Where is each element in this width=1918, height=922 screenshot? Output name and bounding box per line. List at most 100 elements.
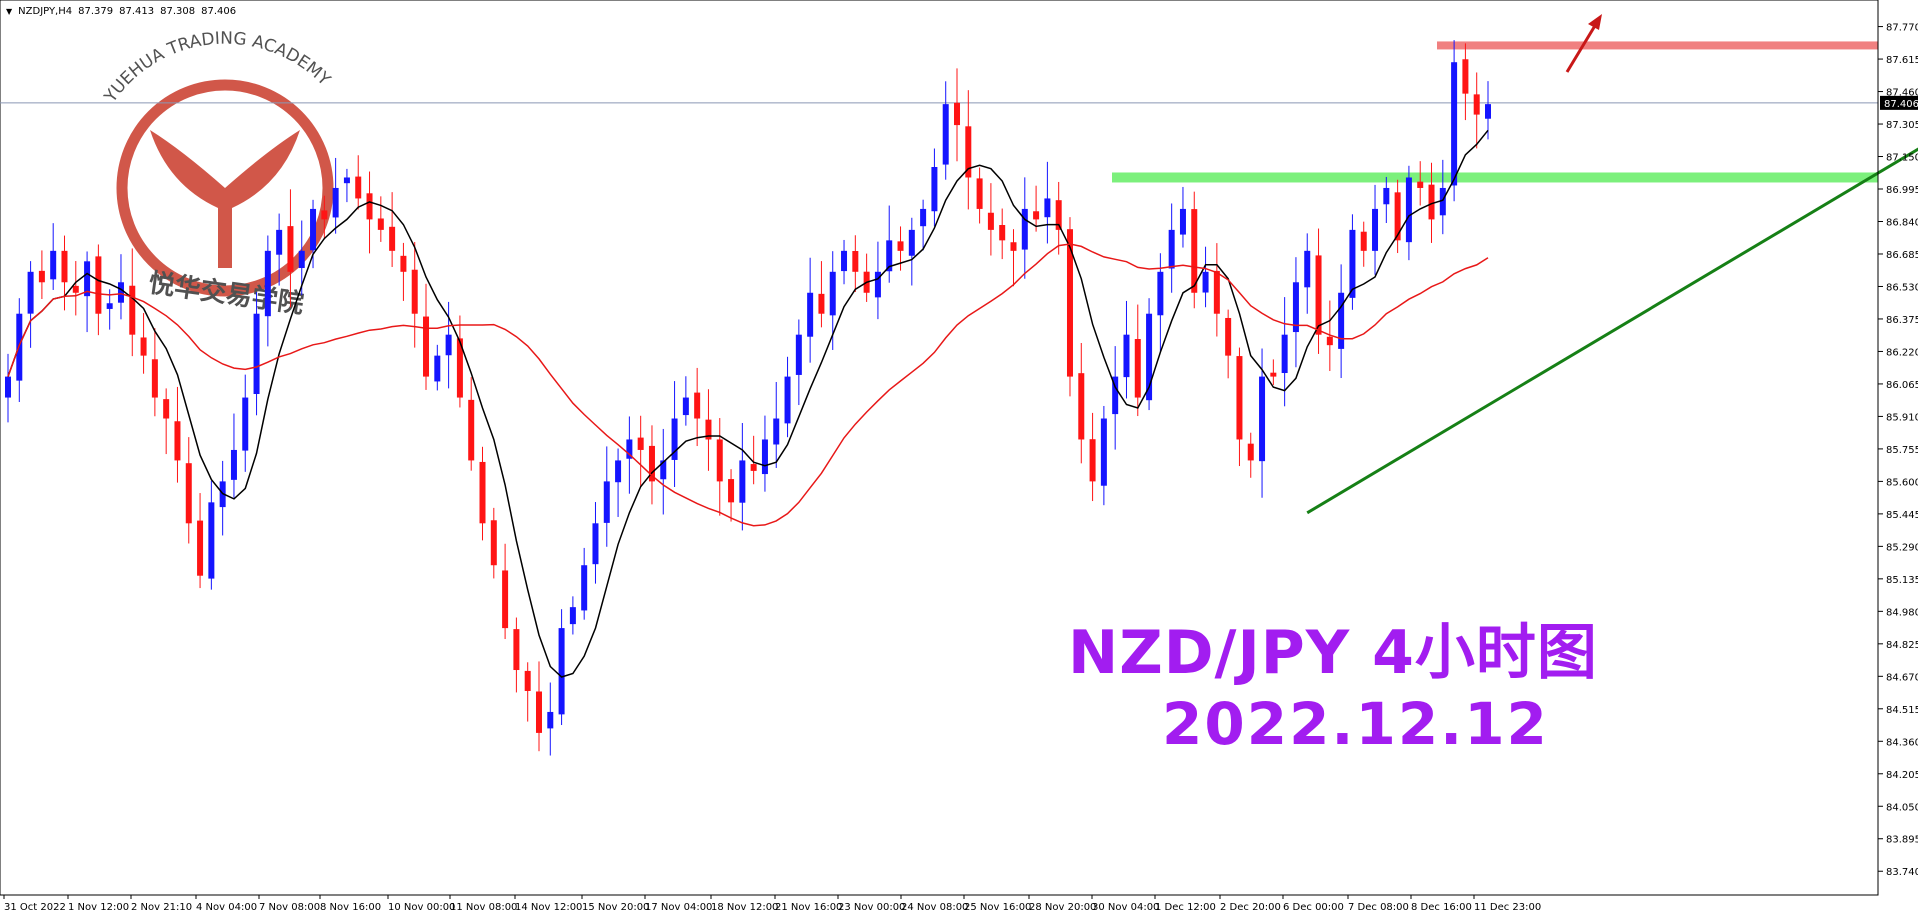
bullish-arrow-icon [1588, 14, 1602, 30]
candle-body [1112, 376, 1119, 415]
candle-body [569, 607, 576, 625]
candle-body [1010, 242, 1017, 251]
dropdown-triangle-icon[interactable]: ▼ [6, 7, 13, 16]
candle-body [841, 250, 848, 272]
logo-ring [116, 79, 334, 297]
candle-body [1168, 229, 1175, 269]
candle-body [750, 464, 757, 471]
candle-body [954, 102, 961, 126]
candle-body [1078, 373, 1085, 440]
price-tick-label: 83.740 [1886, 867, 1918, 878]
candle-body [1485, 104, 1491, 119]
candle-body [626, 439, 633, 459]
candle-body [535, 691, 542, 733]
candle-body [174, 421, 181, 461]
time-tick-label: 2 Nov 21:10 [131, 902, 192, 913]
candle-body [999, 225, 1006, 241]
candle-body [1349, 229, 1356, 298]
candle-body [976, 178, 983, 209]
candle-body [84, 261, 91, 297]
uptrend-line [1306, 147, 1918, 515]
candle-body [151, 359, 158, 398]
time-axis[interactable]: 31 Oct 2022 1 Nov 12:00 2 Nov 21:10 4 Nov 0… [0, 894, 1878, 913]
candle-body [1292, 282, 1299, 333]
time-tick-label: 30 Nov 04:00 [1092, 902, 1159, 913]
price-tick-label: 84.360 [1886, 737, 1918, 748]
moving-averages [7, 129, 1489, 678]
symbol-label: NZDJPY,H4 [18, 6, 73, 17]
price-tick-label: 86.530 [1886, 282, 1918, 293]
candle-body [197, 520, 204, 576]
candle-body [456, 338, 463, 398]
candle-body [603, 481, 610, 523]
time-tick-label: 7 Dec 08:00 [1348, 902, 1409, 913]
time-tick-label: 25 Nov 16:00 [964, 902, 1031, 913]
candle-body [1451, 62, 1458, 186]
candle-body [671, 418, 678, 460]
candle-body [513, 629, 520, 671]
candle-body [95, 256, 102, 314]
price-tick-label: 83.895 [1886, 835, 1918, 846]
candle-body [1259, 376, 1266, 462]
time-tick-label: 4 Nov 04:00 [196, 902, 257, 913]
chart-overlay-title: NZD/JPY 4小时图 [1068, 618, 1598, 688]
candle-body [1191, 209, 1198, 293]
candle-body [343, 177, 350, 184]
resistance-zone [1437, 41, 1878, 50]
candle-body [490, 520, 497, 566]
candle-body [829, 271, 836, 316]
candle-body [400, 255, 407, 272]
candle-body [852, 250, 859, 272]
price-tick-label: 86.685 [1886, 250, 1918, 261]
plot-area [0, 0, 1879, 896]
time-tick-label: 10 Nov 00:00 [388, 902, 455, 913]
time-tick-label: 6 Dec 00:00 [1283, 902, 1344, 913]
chart-overlay-date: 2022.12.12 [1162, 690, 1549, 758]
candle-body [897, 241, 904, 251]
time-tick-label: 11 Nov 08:00 [450, 902, 517, 913]
candle-body [5, 376, 11, 398]
candle-body [886, 240, 893, 272]
candle-body [807, 292, 814, 337]
ohlc-low: 87.308 [160, 6, 196, 17]
candle-body [1372, 208, 1379, 251]
price-tick-label: 84.980 [1886, 607, 1918, 618]
candle-body [1134, 339, 1141, 398]
support-zone [1112, 172, 1878, 183]
candle-body [761, 439, 768, 475]
candle-body [479, 461, 486, 524]
candle-body [558, 628, 565, 715]
candle-body [355, 176, 362, 199]
candle-body [660, 460, 667, 480]
price-tick-label: 86.840 [1886, 217, 1918, 228]
candle-body [50, 250, 57, 280]
time-tick-label: 1 Nov 12:00 [68, 902, 129, 913]
candle-body [468, 399, 475, 461]
price-tick-label: 84.515 [1886, 705, 1918, 716]
price-axis[interactable]: 87.770 87.615 87.460 87.305 87.150 86.995 86.8… [1877, 0, 1918, 895]
candle-body [942, 104, 949, 165]
candle-body [1383, 187, 1390, 205]
candle-body [581, 565, 588, 611]
time-tick-label: 8 Dec 16:00 [1411, 902, 1472, 913]
candle-body [694, 392, 701, 419]
price-tick-label: 87.770 [1886, 23, 1918, 34]
ma-fast-line [7, 129, 1489, 678]
price-tick-label: 84.050 [1886, 802, 1918, 813]
candle-body [1462, 59, 1469, 94]
candle-body [1360, 231, 1367, 251]
candle-body [264, 250, 271, 317]
candle-body [1055, 200, 1062, 230]
candle-body [1247, 443, 1254, 461]
candle-body [1202, 271, 1209, 293]
price-tick-label: 84.825 [1886, 640, 1918, 651]
candle-body [163, 399, 170, 419]
time-tick-label: 8 Nov 16:00 [320, 902, 381, 913]
candle-body [965, 126, 972, 178]
time-tick-label: 11 Dec 23:00 [1474, 902, 1541, 913]
candle-body [682, 397, 689, 416]
candle-body [1473, 94, 1480, 115]
time-tick-label: 31 Oct 2022 [4, 902, 66, 913]
candle-body [1304, 250, 1311, 288]
